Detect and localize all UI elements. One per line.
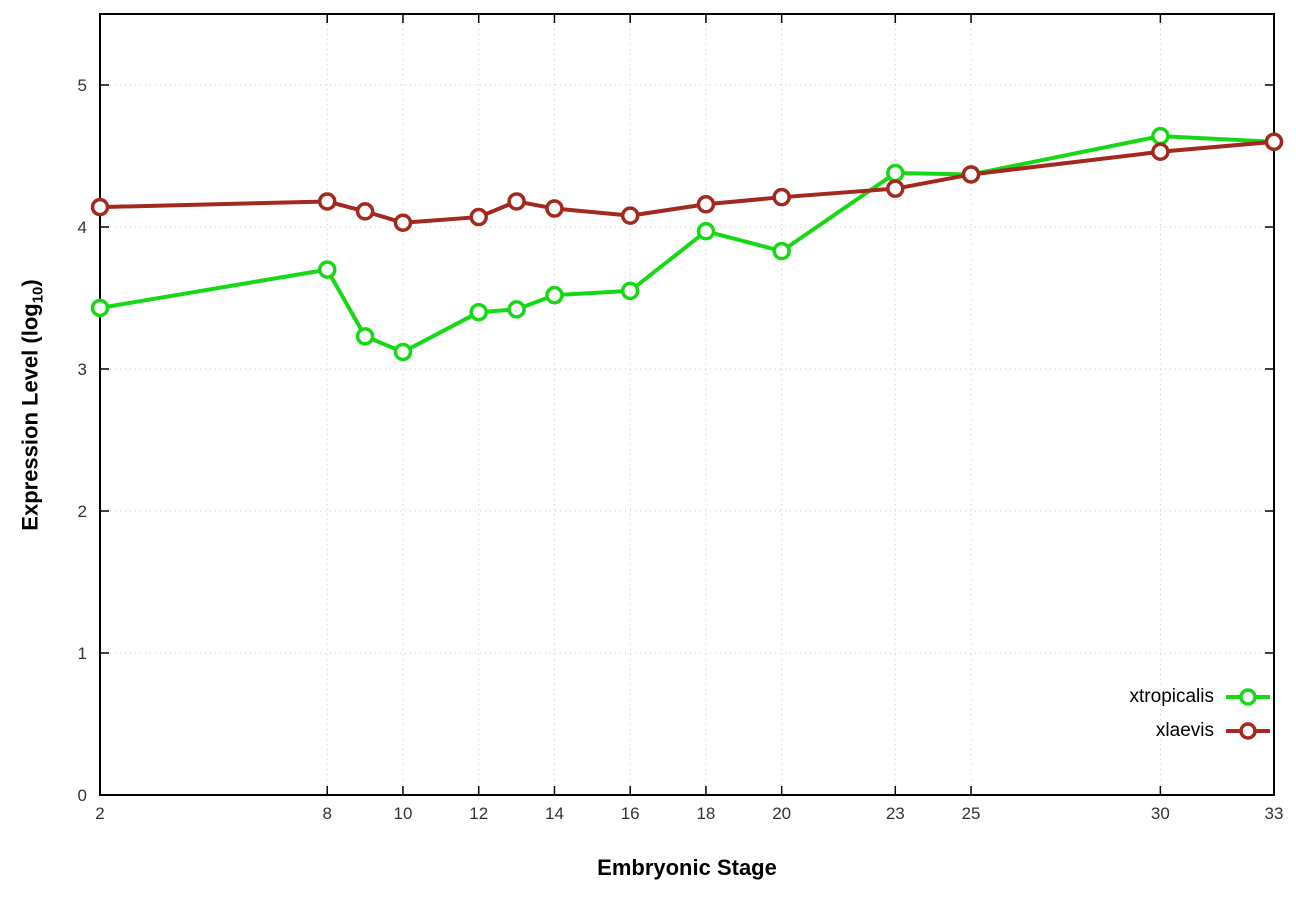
y-axis-title: Expression Level (log10) xyxy=(17,279,46,530)
legend-label-xlaevis: xlaevis xyxy=(1155,720,1214,741)
legend-label-xtropicalis: xtropicalis xyxy=(1129,686,1214,707)
svg-text:33: 33 xyxy=(1265,804,1284,823)
svg-text:4: 4 xyxy=(78,218,87,237)
x-axis-title-text: Embryonic Stage xyxy=(597,855,777,880)
svg-text:5: 5 xyxy=(78,76,87,95)
y-axis-title-sub: 10 xyxy=(29,286,47,304)
svg-text:23: 23 xyxy=(886,804,905,823)
svg-text:10: 10 xyxy=(394,804,413,823)
legend-swatch-xtropicalis-icon xyxy=(1226,688,1270,706)
svg-text:16: 16 xyxy=(621,804,640,823)
svg-text:3: 3 xyxy=(78,360,87,379)
legend: xtropicalis xlaevis xyxy=(1130,686,1272,742)
y-axis-title-post: ) xyxy=(17,279,43,287)
svg-text:30: 30 xyxy=(1151,804,1170,823)
svg-text:12: 12 xyxy=(469,804,488,823)
svg-text:0: 0 xyxy=(78,786,87,805)
svg-text:2: 2 xyxy=(95,804,104,823)
y-axis-title-pre: Expression Level (log xyxy=(17,303,43,531)
svg-text:25: 25 xyxy=(962,804,981,823)
svg-text:14: 14 xyxy=(545,804,564,823)
legend-item-xlaevis: xlaevis xyxy=(1156,720,1272,742)
svg-text:1: 1 xyxy=(78,644,87,663)
x-axis-title: Embryonic Stage xyxy=(597,855,777,881)
svg-text:18: 18 xyxy=(696,804,715,823)
legend-item-xtropicalis: xtropicalis xyxy=(1130,686,1272,708)
legend-swatch-xlaevis-icon xyxy=(1226,722,1270,740)
svg-text:8: 8 xyxy=(322,804,331,823)
svg-text:20: 20 xyxy=(772,804,791,823)
svg-text:2: 2 xyxy=(78,502,87,521)
